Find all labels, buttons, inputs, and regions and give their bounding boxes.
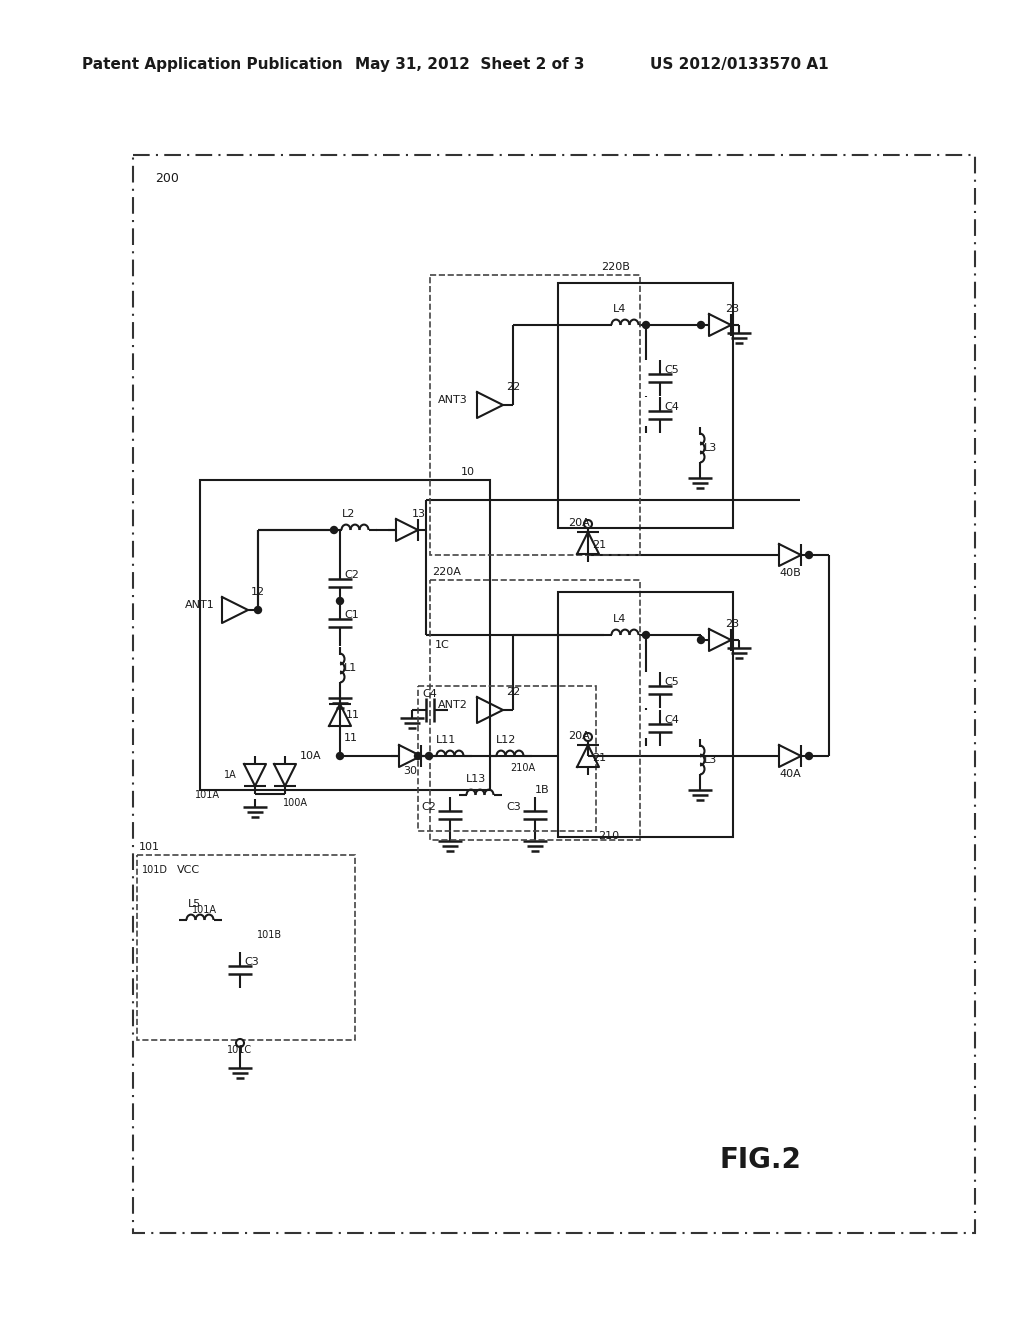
- Text: 10: 10: [461, 467, 475, 477]
- Text: L12: L12: [496, 735, 516, 744]
- Text: Patent Application Publication: Patent Application Publication: [82, 58, 343, 73]
- Text: 40A: 40A: [779, 770, 801, 779]
- Text: 200: 200: [155, 172, 179, 185]
- Text: C5: C5: [664, 677, 679, 686]
- Text: C5: C5: [664, 366, 679, 375]
- Text: FIG.2: FIG.2: [720, 1146, 802, 1173]
- Text: 11: 11: [344, 733, 358, 743]
- Text: 210A: 210A: [510, 763, 536, 774]
- Text: 22: 22: [506, 381, 520, 392]
- Circle shape: [426, 752, 432, 759]
- Text: 11: 11: [346, 710, 360, 719]
- Text: 10A: 10A: [300, 751, 322, 762]
- Text: 220B: 220B: [601, 261, 630, 272]
- Text: 101: 101: [139, 842, 160, 851]
- Text: ANT3: ANT3: [438, 395, 468, 405]
- Text: L4: L4: [613, 614, 627, 624]
- Text: ANT2: ANT2: [438, 700, 468, 710]
- Circle shape: [331, 527, 338, 533]
- Circle shape: [697, 636, 705, 644]
- Circle shape: [337, 752, 343, 759]
- Bar: [137, 855, 355, 1040]
- Text: 101C: 101C: [227, 1045, 253, 1055]
- Text: L1: L1: [344, 663, 357, 673]
- Text: L5: L5: [188, 899, 202, 909]
- Text: 1A: 1A: [224, 770, 237, 780]
- Text: C4: C4: [664, 715, 679, 725]
- Text: US 2012/0133570 A1: US 2012/0133570 A1: [650, 58, 828, 73]
- Text: 101A: 101A: [195, 789, 220, 800]
- Circle shape: [415, 752, 422, 759]
- Bar: [558, 591, 733, 837]
- Text: 21: 21: [592, 752, 606, 763]
- Bar: [418, 686, 596, 832]
- Text: C4: C4: [664, 403, 679, 412]
- Text: 210: 210: [598, 832, 620, 841]
- Text: 23: 23: [725, 304, 739, 314]
- Text: 21: 21: [592, 540, 606, 550]
- Text: L11: L11: [436, 735, 457, 744]
- Text: 30: 30: [403, 766, 417, 776]
- Text: L3: L3: [705, 444, 717, 453]
- Text: 101B: 101B: [257, 931, 283, 940]
- Text: 101D: 101D: [142, 865, 168, 875]
- Bar: [133, 154, 975, 1233]
- Text: C2: C2: [344, 570, 358, 579]
- Text: C2: C2: [421, 803, 436, 812]
- Circle shape: [255, 606, 261, 614]
- Text: 1B: 1B: [535, 785, 550, 795]
- Circle shape: [236, 1039, 244, 1047]
- Text: L3: L3: [705, 755, 717, 766]
- Circle shape: [642, 631, 649, 639]
- Text: VCC: VCC: [177, 865, 200, 875]
- Circle shape: [806, 552, 812, 558]
- Text: 101A: 101A: [193, 906, 217, 915]
- Text: 12: 12: [251, 587, 265, 597]
- Text: L2: L2: [342, 510, 355, 519]
- Text: 1C: 1C: [435, 640, 450, 649]
- Bar: [200, 480, 490, 789]
- Text: 23: 23: [725, 619, 739, 630]
- Text: C1: C1: [344, 610, 358, 620]
- Text: C4: C4: [423, 689, 437, 700]
- Text: May 31, 2012  Sheet 2 of 3: May 31, 2012 Sheet 2 of 3: [355, 58, 585, 73]
- Circle shape: [337, 598, 343, 605]
- Circle shape: [584, 733, 592, 741]
- Text: C3: C3: [244, 957, 259, 968]
- Text: C3: C3: [506, 803, 521, 812]
- Circle shape: [584, 520, 592, 528]
- Text: L4: L4: [613, 304, 627, 314]
- Text: 20A: 20A: [568, 731, 590, 741]
- Text: ANT1: ANT1: [185, 601, 215, 610]
- Text: L13: L13: [466, 774, 486, 784]
- Bar: [430, 579, 640, 840]
- Text: 13: 13: [412, 510, 426, 519]
- Text: 40B: 40B: [779, 568, 801, 578]
- Text: 22: 22: [506, 686, 520, 697]
- Text: 220A: 220A: [432, 568, 461, 577]
- Circle shape: [806, 752, 812, 759]
- Circle shape: [642, 322, 649, 329]
- Circle shape: [697, 322, 705, 329]
- Bar: [430, 275, 640, 554]
- Text: 100A: 100A: [283, 799, 308, 808]
- Text: 20A: 20A: [568, 517, 590, 528]
- Bar: [558, 282, 733, 528]
